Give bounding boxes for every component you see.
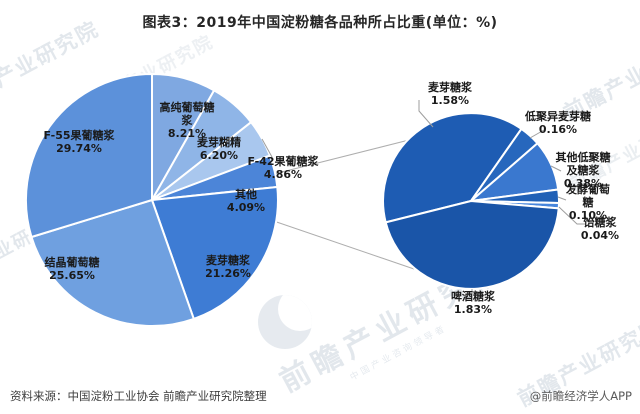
label-leader-line-5 [558, 206, 586, 225]
main-pie-slice-4 [151, 186, 279, 320]
main-pie-slice-5 [30, 199, 195, 328]
label-leader-line-3 [550, 165, 562, 172]
secondary-pie-slice-0 [382, 112, 523, 224]
label-leader-line-0 [261, 138, 273, 158]
pie-connector-line-1 [261, 216, 415, 270]
label-leader-line-1 [418, 100, 434, 128]
main-pie-slice-6 [24, 73, 153, 238]
label-leader-line-2 [529, 129, 545, 139]
pie-connector-line-0 [265, 139, 410, 177]
footer: 资料来源：中国淀粉工业协会 前瞻产业研究院整理 @前瞻经济学人APP [10, 388, 632, 404]
label-leader-line-4 [557, 196, 567, 201]
chart-title: 图表3：2019年中国淀粉糖各品种所占比重(单位：%) [142, 15, 498, 31]
source-note: 资料来源：中国淀粉工业协会 前瞻产业研究院整理 [10, 389, 267, 403]
secondary-pie-slice-5 [384, 200, 560, 290]
app-credit: @前瞻经济学人APP [529, 389, 632, 403]
